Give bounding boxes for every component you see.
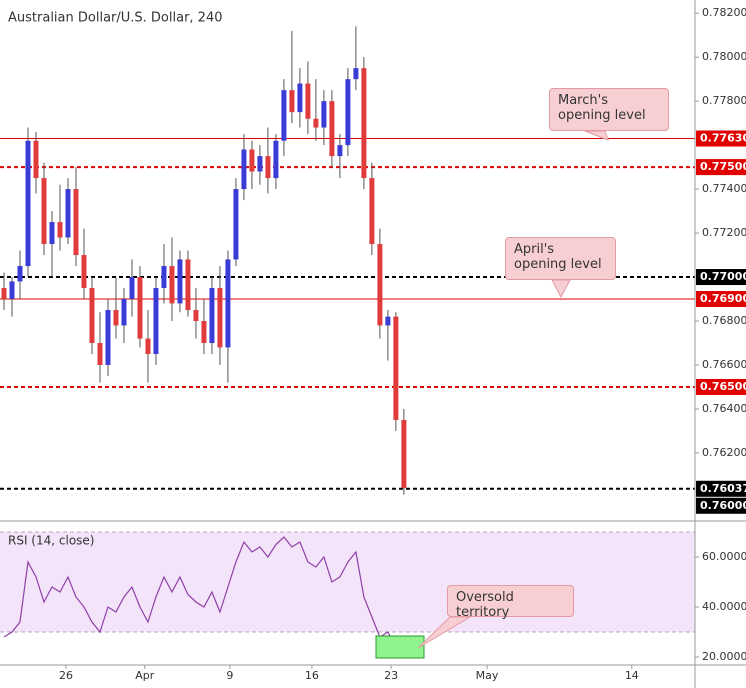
chart-title: Australian Dollar/U.S. Dollar, 240 [8, 11, 223, 26]
candle-body [121, 299, 127, 326]
x-tick-label: 26 [59, 669, 73, 682]
candle-body [201, 321, 207, 344]
y-tick-label: 0.77400 [702, 182, 746, 195]
annotation: April's opening level [505, 237, 616, 280]
level-label: 0.77500 [700, 160, 746, 173]
candle-body [353, 68, 359, 80]
candle-body [289, 90, 295, 113]
candle-body [65, 189, 71, 238]
candle-body [137, 277, 143, 339]
front-layer: 0.76200 0.76400 0.76600 0.76800 0.77200 0.774… [59, 6, 746, 682]
level-label-box [696, 291, 746, 308]
rsi-band [0, 532, 695, 632]
candle-body [25, 140, 31, 267]
candle-body [249, 149, 255, 172]
oversold-highlight [375, 635, 425, 659]
rsi-line [3, 536, 405, 655]
candle-body [297, 83, 303, 113]
candle-body [81, 255, 87, 289]
candle-body [41, 178, 47, 245]
callout-pointer [551, 279, 571, 299]
level-label-box [696, 269, 746, 286]
level-label-box [696, 378, 746, 395]
candle-body [401, 419, 407, 489]
rsi-title: RSI (14, close) [8, 534, 94, 548]
candle-body [113, 310, 119, 326]
candle-body [313, 118, 319, 128]
level-label-box [696, 497, 746, 514]
y-tick-label: 0.76400 [702, 402, 746, 415]
candle-body [369, 178, 375, 245]
candle-body [281, 90, 287, 141]
level-label-box [696, 159, 746, 176]
candle-body [89, 288, 95, 344]
candle-body [337, 145, 343, 157]
level-label-box [696, 480, 746, 497]
candle-body [169, 266, 175, 304]
candle-body [9, 281, 15, 300]
candle-body [345, 79, 351, 146]
y-tick-label: 0.78000 [702, 50, 746, 63]
candle-body [17, 266, 23, 282]
candle-body [257, 156, 263, 172]
candle-body [97, 343, 103, 365]
x-tick-label: 14 [625, 669, 639, 682]
candle-body [329, 101, 335, 157]
callout-pointer [417, 616, 472, 649]
y-tick-label: 0.77200 [702, 226, 746, 239]
x-tick-label: 16 [305, 669, 319, 682]
candle-body [153, 288, 159, 354]
candle-body [209, 288, 215, 344]
candle-body [361, 68, 367, 179]
y-tick-label: 60.0000 [702, 550, 746, 563]
candle-body [241, 149, 247, 190]
main-layer [1, 26, 407, 655]
y-tick-label: 0.76200 [702, 446, 746, 459]
y-tick-label: 0.76800 [702, 314, 746, 327]
candle-body [73, 189, 79, 256]
candle-body [193, 310, 199, 322]
callout-pointer [584, 130, 609, 141]
annotation: Oversold territory [447, 585, 574, 620]
candle-body [33, 140, 39, 179]
candle-body [321, 101, 327, 128]
candle-body [185, 259, 191, 311]
x-tick-label: Apr [135, 669, 155, 682]
x-tick-label: May [476, 669, 499, 682]
candle-body [57, 222, 63, 238]
candle-body [225, 259, 231, 348]
y-tick-label: 40.0000 [702, 600, 746, 613]
level-label: 0.76037 [700, 482, 746, 495]
y-tick-label: 0.78200 [702, 6, 746, 19]
candle-body [161, 266, 167, 289]
level-label: 0.77630 [700, 132, 746, 145]
level-label: 0.77000 [700, 270, 746, 283]
level-label: 0.76900 [700, 292, 746, 305]
candle-body [377, 244, 383, 326]
candle-body [265, 156, 271, 179]
candle-body [233, 189, 239, 260]
y-tick-label: 20.0000 [702, 650, 746, 663]
candle-body [105, 310, 111, 365]
level-label-box [696, 130, 746, 147]
candle-body [385, 316, 391, 326]
x-tick-label: 9 [226, 669, 233, 682]
candle-body [129, 277, 135, 300]
y-tick-label: 0.77800 [702, 94, 746, 107]
level-label: 0.76500 [700, 380, 746, 393]
back-layer [0, 138, 695, 633]
annotation: March's opening level [549, 88, 669, 131]
candle-body [1, 288, 7, 300]
candle-body [145, 338, 151, 354]
x-tick-label: 23 [384, 669, 398, 682]
candle-body [273, 140, 279, 179]
y-tick-label: 0.76600 [702, 358, 746, 371]
candle-body [393, 316, 399, 420]
candle-body [305, 83, 311, 119]
candle-body [49, 222, 55, 245]
level-label: 0.76000 [700, 499, 746, 512]
candle-body [217, 288, 223, 348]
candle-body [177, 259, 183, 304]
